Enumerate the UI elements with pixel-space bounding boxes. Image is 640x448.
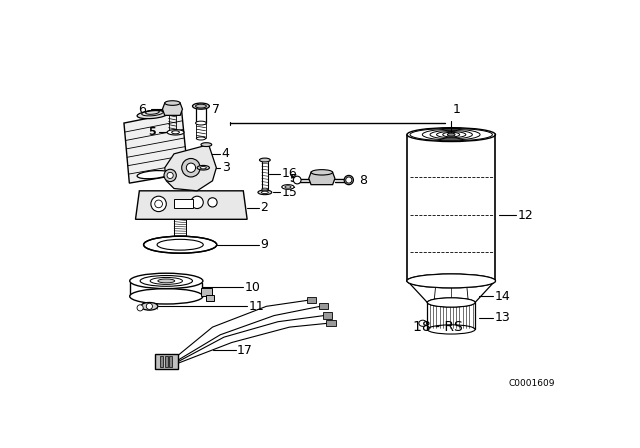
Ellipse shape [407, 274, 495, 288]
Circle shape [147, 303, 152, 310]
Ellipse shape [311, 170, 333, 175]
Ellipse shape [201, 143, 212, 146]
Circle shape [191, 196, 204, 208]
Text: 10: 10 [245, 280, 260, 293]
Text: 1: 1 [452, 103, 461, 116]
Text: 3: 3 [221, 161, 230, 174]
Bar [201, 288, 212, 296]
Text: 8: 8 [359, 173, 367, 186]
Ellipse shape [130, 289, 203, 304]
Polygon shape [124, 112, 188, 183]
Ellipse shape [193, 103, 209, 109]
Ellipse shape [261, 191, 268, 194]
Circle shape [167, 172, 173, 178]
Ellipse shape [428, 298, 475, 307]
Text: 9: 9 [260, 238, 268, 251]
Polygon shape [163, 103, 182, 116]
Ellipse shape [293, 176, 301, 184]
Ellipse shape [258, 190, 272, 195]
Bar [307, 297, 316, 303]
Ellipse shape [196, 137, 205, 140]
Ellipse shape [143, 236, 217, 253]
Ellipse shape [407, 274, 495, 288]
Text: 12: 12 [517, 209, 533, 222]
Bar [160, 356, 163, 367]
Text: 6: 6 [139, 103, 147, 116]
Ellipse shape [172, 131, 179, 134]
Ellipse shape [150, 277, 182, 284]
Circle shape [182, 159, 200, 177]
Text: 5: 5 [148, 126, 156, 137]
Ellipse shape [157, 239, 204, 250]
Ellipse shape [197, 165, 209, 170]
Bar [170, 356, 172, 367]
Bar [323, 313, 332, 319]
Text: 2: 2 [260, 201, 268, 214]
Ellipse shape [164, 101, 180, 105]
Ellipse shape [259, 158, 270, 162]
Bar [326, 320, 336, 326]
Text: 5: 5 [289, 174, 297, 184]
Ellipse shape [130, 273, 203, 289]
Polygon shape [308, 172, 335, 185]
Circle shape [151, 196, 166, 211]
Bar [155, 354, 178, 370]
Ellipse shape [140, 276, 193, 286]
Text: 13: 13 [494, 311, 510, 324]
Bar [164, 356, 168, 367]
Ellipse shape [262, 188, 268, 190]
Ellipse shape [344, 176, 353, 185]
Text: 7: 7 [212, 103, 220, 116]
Bar [174, 198, 193, 208]
Ellipse shape [282, 185, 294, 190]
Text: 14: 14 [494, 290, 510, 303]
Ellipse shape [419, 320, 427, 326]
Polygon shape [164, 145, 216, 191]
Ellipse shape [137, 111, 168, 119]
Ellipse shape [447, 133, 455, 136]
Polygon shape [407, 281, 495, 302]
Text: 4: 4 [221, 147, 230, 160]
Ellipse shape [196, 104, 206, 108]
Bar [206, 295, 214, 301]
Circle shape [186, 163, 196, 172]
Ellipse shape [196, 121, 206, 125]
Bar [319, 303, 328, 310]
Circle shape [137, 305, 143, 311]
Ellipse shape [141, 302, 158, 310]
Text: 15: 15 [282, 186, 298, 199]
Ellipse shape [285, 186, 291, 188]
Ellipse shape [158, 279, 175, 283]
Text: 11: 11 [249, 300, 264, 313]
Ellipse shape [200, 167, 206, 169]
Text: C0001609: C0001609 [509, 379, 556, 388]
Text: 18 - RS: 18 - RS [413, 320, 463, 334]
Ellipse shape [167, 129, 184, 135]
Ellipse shape [346, 177, 352, 183]
Circle shape [208, 198, 217, 207]
Text: 16: 16 [282, 168, 298, 181]
Polygon shape [136, 191, 247, 220]
Circle shape [164, 169, 176, 181]
Ellipse shape [137, 171, 170, 179]
Text: 17: 17 [237, 344, 253, 357]
